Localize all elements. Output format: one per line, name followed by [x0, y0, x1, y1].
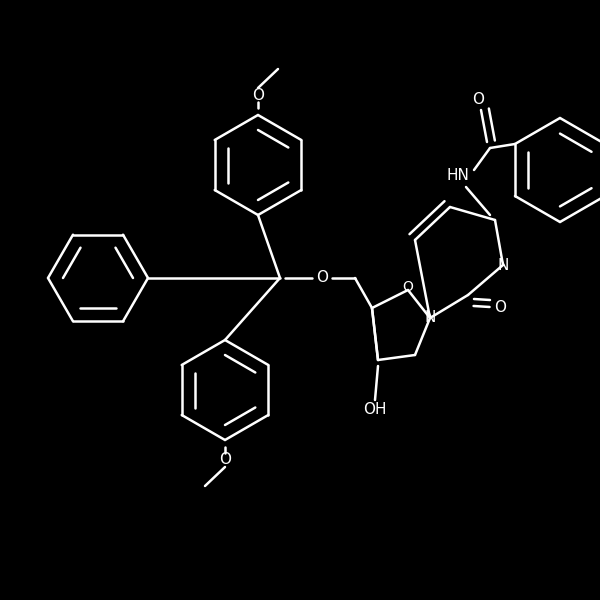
Text: O: O — [252, 88, 264, 103]
Text: O: O — [472, 92, 484, 107]
Text: N: N — [497, 257, 509, 272]
Text: OH: OH — [363, 403, 387, 418]
Text: O: O — [219, 452, 231, 467]
Text: O: O — [316, 271, 328, 286]
Text: O: O — [403, 280, 413, 294]
Text: HN: HN — [446, 167, 469, 182]
Text: O: O — [494, 301, 506, 316]
Text: N: N — [424, 311, 436, 325]
